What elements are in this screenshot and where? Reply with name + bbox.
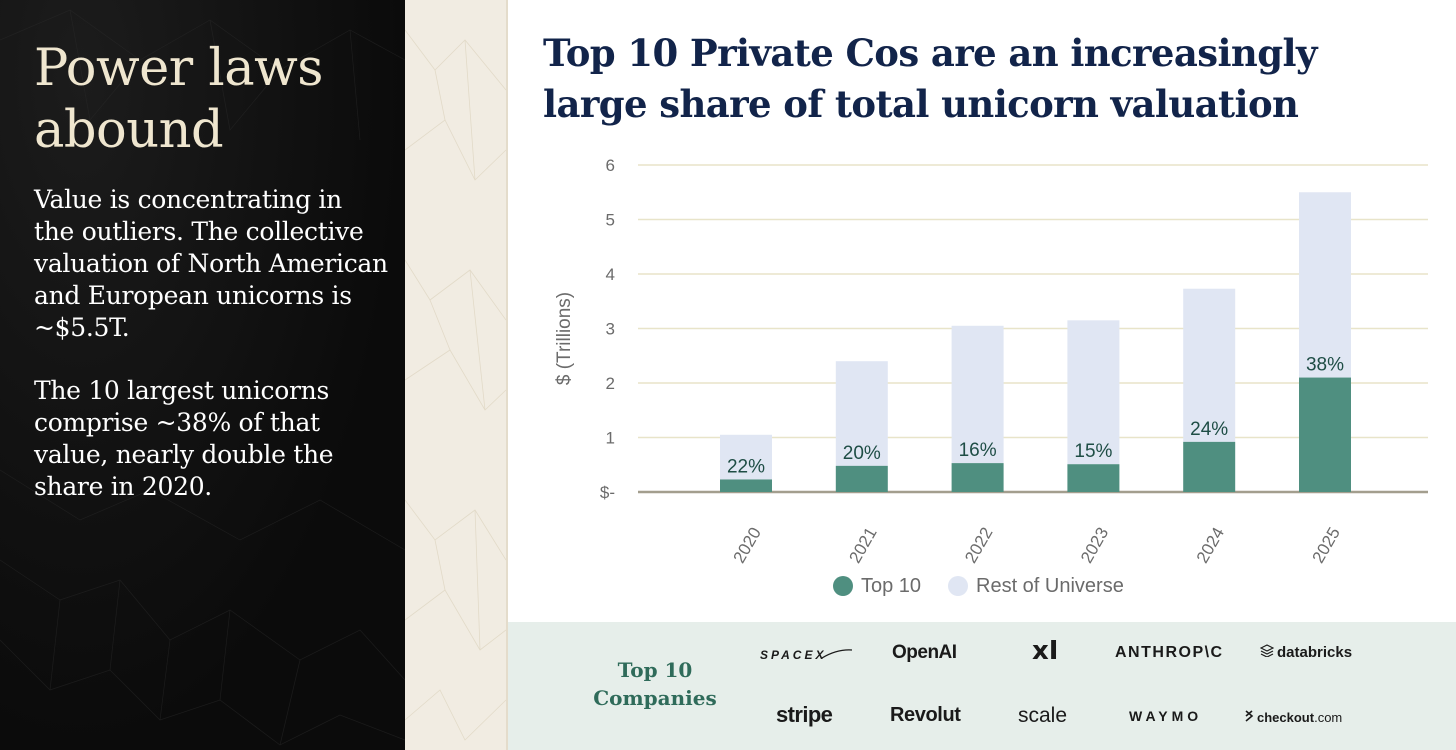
y-tick-label: $- [600, 483, 615, 502]
bar-top10 [951, 463, 1004, 492]
openai-logo: OpenAI [892, 642, 957, 663]
data-label: 16% [959, 440, 997, 461]
x-tick-label: 2020 [730, 524, 765, 566]
bar-top10 [835, 465, 888, 492]
stacked-bar-chart: $- 1 2 3 4 5 6 $ (Trillions) 22% 2020 20% 2021 16% 2… [554, 156, 1428, 597]
bar-top10 [1299, 377, 1351, 492]
data-label: 20% [843, 443, 881, 464]
x-tick-label: 2022 [961, 524, 996, 566]
databricks-stack-icon [1260, 644, 1274, 657]
bar-rest-of-universe [951, 325, 1004, 464]
bar-rest-of-universe [720, 434, 772, 480]
strip-pattern [405, 29, 506, 741]
y-tick-label: 5 [606, 211, 615, 230]
x-tick-label: 2025 [1309, 524, 1344, 566]
checkout-logo: checkout.com [1244, 710, 1342, 725]
y-tick-label: 4 [606, 265, 615, 284]
left-panel: Power laws abound Value is concentrating… [0, 0, 405, 750]
checkout-logo-tld: .com [1314, 710, 1343, 725]
decorative-strip [405, 0, 506, 750]
bar-top10 [720, 479, 772, 492]
paragraph: Value is concentrating in the outliers. … [34, 185, 388, 342]
bar-top10 [1183, 441, 1236, 492]
chart-title: Top 10 Private Cos are an increasingly l… [543, 31, 1317, 126]
bar-rest-of-universe [835, 361, 888, 466]
y-tick-label: 2 [606, 374, 615, 393]
data-label: 22% [727, 456, 765, 477]
y-tick-label: 6 [606, 156, 615, 175]
spacex-logo-text: SPACEX [760, 648, 827, 662]
legend-label: Top 10 [861, 575, 921, 597]
strip-border [506, 0, 508, 750]
databricks-logo: databricks [1260, 644, 1352, 661]
bar-rest-of-universe [1183, 288, 1236, 442]
legend-label: Rest of Universe [976, 575, 1124, 597]
anthropic-logo: ANTHROP\C [1115, 644, 1224, 661]
y-axis-label: $ (Trillions) [554, 292, 575, 385]
databricks-logo-text: databricks [1277, 644, 1353, 661]
data-label: 15% [1074, 441, 1112, 462]
spacex-swoosh-icon [822, 649, 852, 659]
data-label: 38% [1306, 355, 1344, 376]
data-label: 24% [1190, 419, 1228, 440]
paragraph: The 10 largest unicorns comprise ~38% of… [34, 376, 334, 501]
y-tick-label: 1 [606, 429, 615, 448]
bar-rest-of-universe [1067, 320, 1120, 465]
left-title: Power laws abound [34, 39, 323, 160]
bar-top10 [1067, 464, 1120, 492]
legend-swatch [948, 576, 968, 596]
x-tick-label: 2023 [1077, 524, 1112, 566]
xai-logo: xI [1032, 636, 1059, 666]
band-title: Top 10 Companies [593, 658, 717, 710]
waymo-logo: WAYMO [1129, 708, 1203, 724]
checkout-logo-text: checkout [1257, 710, 1315, 725]
checkout-mark-icon [1245, 710, 1254, 722]
top-companies-band: Top 10 Companies SPACEX OpenAI xI ANTHRO… [508, 622, 1456, 750]
revolut-logo: Revolut [890, 704, 961, 726]
spacex-logo: SPACEX [760, 648, 852, 662]
scale-logo: scale [1018, 704, 1068, 727]
background-texture [0, 9, 405, 746]
x-tick-label: 2021 [845, 524, 880, 566]
y-tick-label: 3 [606, 320, 615, 339]
stripe-logo: stripe [776, 702, 833, 727]
bar-rest-of-universe [1299, 192, 1351, 378]
legend-swatch [833, 576, 853, 596]
x-tick-label: 2024 [1193, 524, 1228, 566]
left-body: Value is concentrating in the outliers. … [34, 184, 389, 534]
